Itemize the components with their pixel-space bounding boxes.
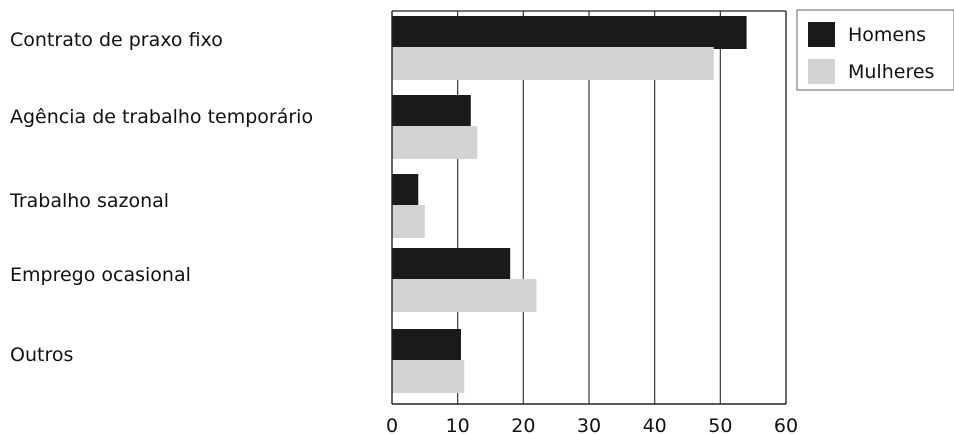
x-tick-label-30: 30 — [577, 415, 601, 434]
bar-homens-3 — [392, 248, 511, 281]
category-label-0: Contrato de praxo fixo — [10, 29, 223, 51]
x-tick-label-60: 60 — [774, 415, 798, 434]
category-label-1: Agência de trabalho temporário — [10, 106, 313, 128]
legend-label-homens: Homens — [848, 24, 926, 46]
x-tick-label-20: 20 — [511, 415, 535, 434]
tick-labels: 0 10 20 30 40 50 60 — [386, 415, 798, 434]
legend-label-mulheres: Mulheres — [848, 61, 934, 83]
category-labels: Contrato de praxo fixo Agência de trabalh… — [9, 29, 313, 366]
legend-swatch-mulheres — [808, 59, 835, 84]
x-tick-label-50: 50 — [708, 415, 732, 434]
bar-homens-0 — [392, 16, 747, 49]
category-label-2: Trabalho sazonal — [9, 190, 169, 212]
bar-mulheres-1 — [392, 126, 478, 159]
bar-mulheres-4 — [392, 360, 465, 393]
bar-homens-2 — [392, 174, 419, 207]
bar-homens-1 — [392, 95, 471, 128]
bar-mulheres-2 — [392, 205, 425, 238]
x-tick-label-10: 10 — [446, 415, 470, 434]
legend: Homens Mulheres — [796, 9, 954, 91]
category-label-4: Outros — [10, 344, 73, 366]
bars — [392, 16, 747, 393]
bar-homens-4 — [392, 329, 461, 362]
x-tick-label-0: 0 — [386, 415, 398, 434]
axes — [391, 10, 787, 405]
category-label-3: Emprego ocasional — [10, 264, 191, 286]
bar-mulheres-3 — [392, 279, 537, 312]
x-tick-label-40: 40 — [643, 415, 667, 434]
bar-mulheres-0 — [392, 47, 714, 80]
legend-swatch-homens — [808, 22, 835, 47]
